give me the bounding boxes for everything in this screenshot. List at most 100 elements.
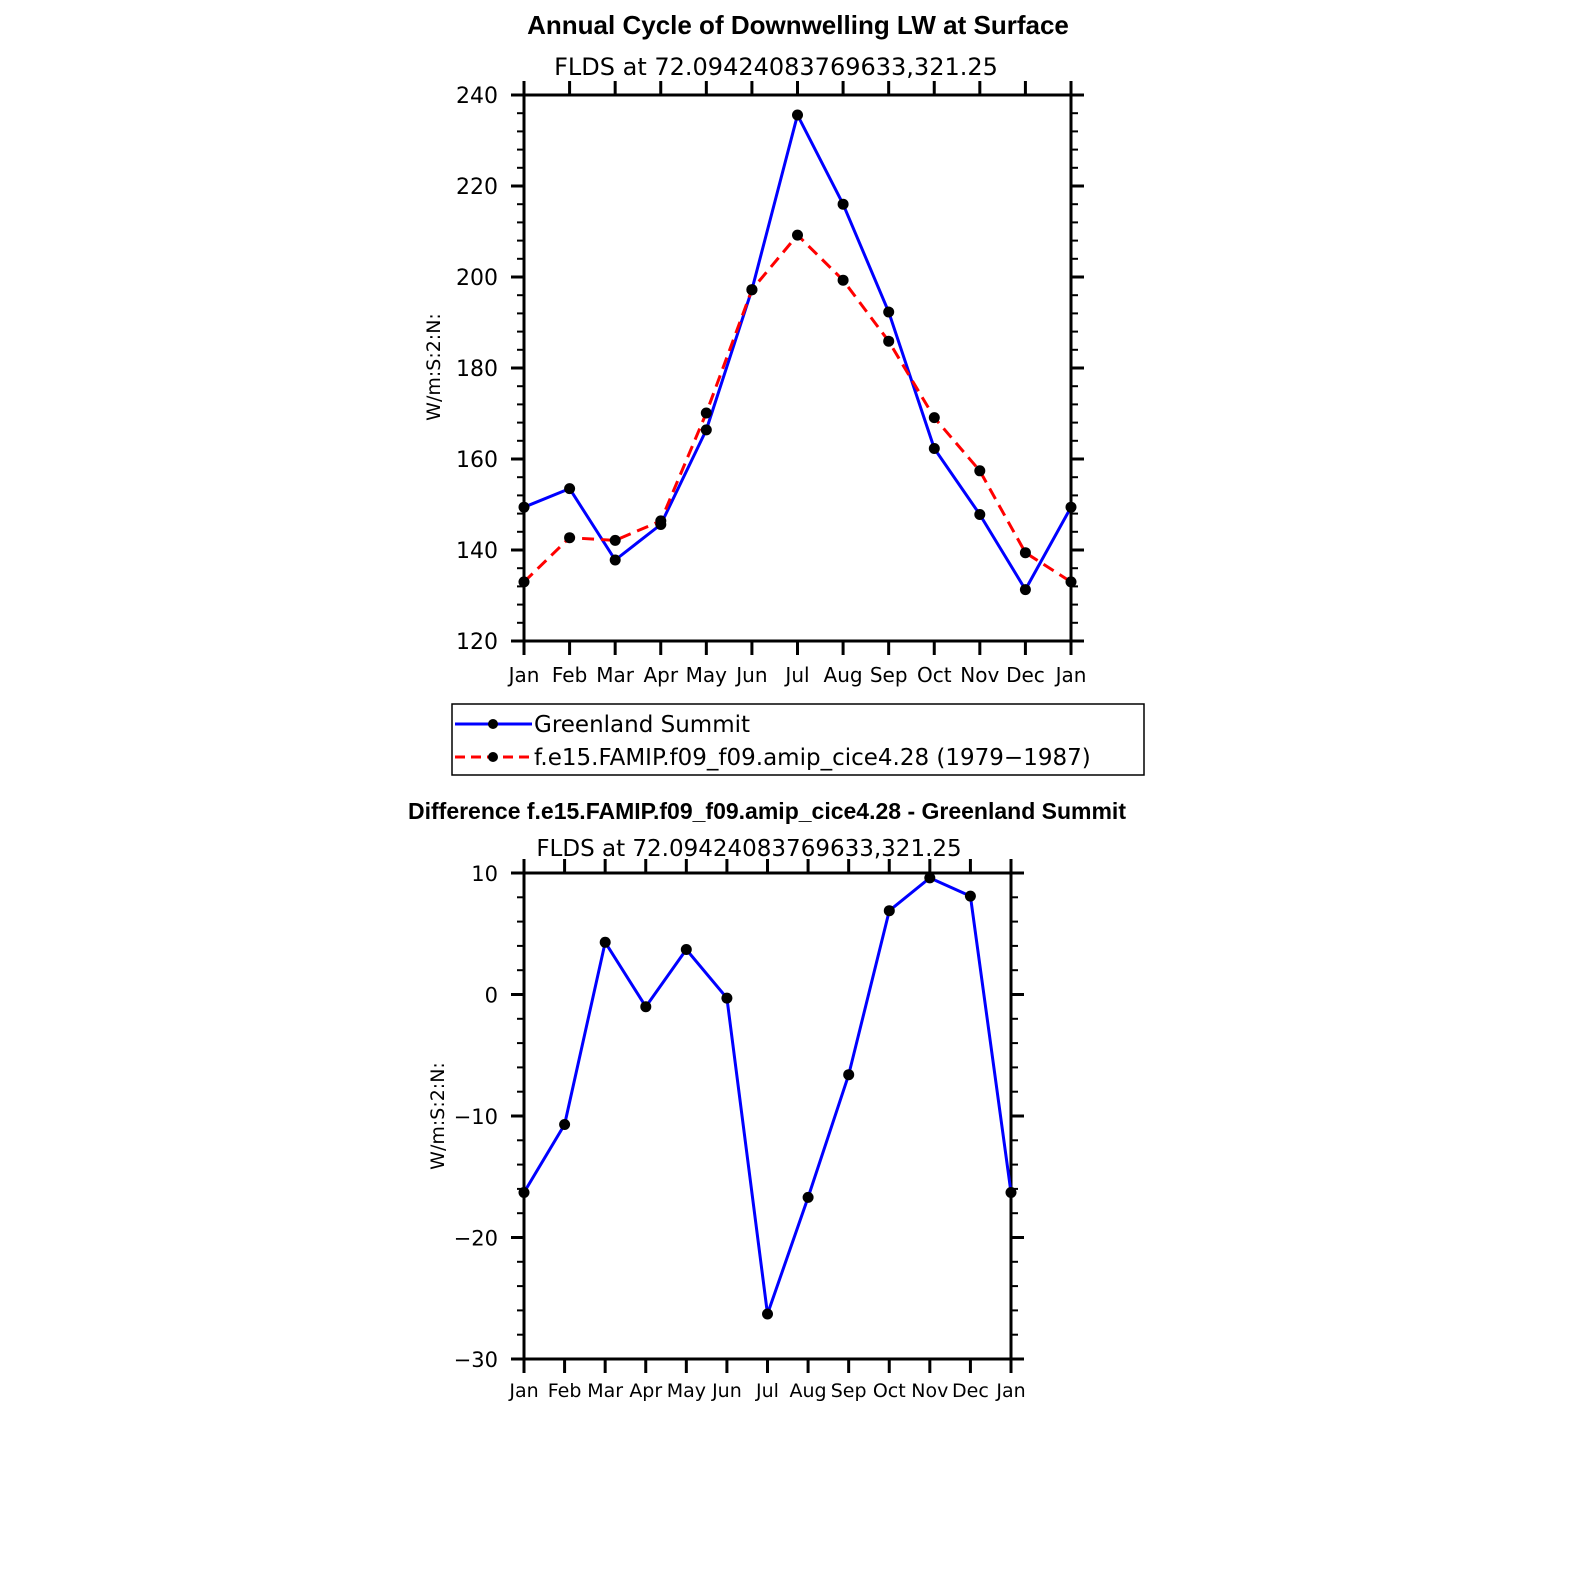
data-point: [721, 992, 733, 1004]
axis-ticks: Jan Feb Mar Apr May Jun Jul Aug Sep Oct Nov Dec Jan 1…: [456, 81, 1086, 687]
x-tick-label: Jan: [508, 1380, 538, 1402]
data-point: [883, 306, 895, 318]
data-point: [746, 284, 758, 296]
series-points: [518, 109, 1077, 596]
x-tick-label: Aug: [790, 1380, 827, 1402]
data-point: [837, 274, 849, 286]
data-point: [792, 109, 803, 121]
data-point: [837, 198, 849, 210]
data-point: [680, 944, 692, 955]
x-tick-label: Jun: [711, 1380, 742, 1402]
data-point: [559, 1119, 571, 1130]
data-point: [974, 509, 986, 520]
data-point: [762, 1308, 773, 1320]
x-tick-label: Mar: [587, 1380, 623, 1402]
legend: Greenland Summit f.e15.FAMIP.f09_f09.ami…: [451, 703, 1145, 776]
y-tick-label: 120: [456, 630, 498, 655]
data-point: [1019, 547, 1031, 559]
data-point: [924, 872, 936, 884]
data-point: [564, 483, 576, 495]
legend-marker-famip: [488, 752, 498, 762]
chart-title: Annual Cycle of Downwelling LW at Surfac…: [527, 10, 1069, 40]
x-tick-label: Oct: [917, 663, 952, 687]
data-point: [928, 412, 940, 424]
chart-difference: Difference f.e15.FAMIP.f09_f09.amip_cice…: [408, 798, 1126, 1402]
data-point: [700, 424, 712, 436]
x-tick-label: Nov: [911, 1380, 948, 1402]
x-tick-label: Feb: [548, 1380, 582, 1402]
y-tick-label: −20: [454, 1227, 498, 1251]
data-point: [655, 515, 667, 527]
data-point: [843, 1069, 855, 1081]
legend-marker-greenland: [488, 719, 498, 729]
data-point: [928, 443, 940, 454]
data-point: [1065, 576, 1077, 588]
y-tick-label: 220: [456, 175, 498, 200]
data-point: [700, 407, 712, 419]
y-axis-label: W/m:S:2:N:: [427, 1062, 449, 1170]
data-point: [883, 905, 895, 917]
x-tick-label: Jul: [755, 1380, 779, 1402]
chart-title: Difference f.e15.FAMIP.f09_f09.amip_cice…: [408, 798, 1126, 824]
x-tick-label: Dec: [952, 1380, 989, 1402]
chart-subtitle: FLDS at 72.09424083769633,321.25: [554, 53, 998, 81]
legend-box: [451, 703, 1145, 776]
series-line-0: [523, 113, 1073, 592]
data-point: [964, 890, 976, 902]
y-tick-label: 0: [485, 984, 498, 1008]
data-point: [974, 465, 986, 477]
series-lines: [522, 876, 1013, 1316]
axis-ticks: Jan Feb Mar Apr May Jun Jul Aug Sep Oct Nov Dec Jan−…: [454, 859, 1026, 1402]
data-point: [1019, 584, 1031, 596]
x-tick-label: Mar: [596, 663, 635, 687]
x-tick-label: Oct: [873, 1380, 906, 1402]
y-tick-label: −10: [454, 1105, 498, 1129]
y-tick-label: −30: [454, 1348, 498, 1372]
data-point: [518, 576, 530, 588]
y-tick-label: 10: [471, 862, 498, 886]
x-tick-label: Nov: [960, 663, 999, 687]
legend-label-famip: f.e15.FAMIP.f09_f09.amip_cice4.28 (1979−…: [534, 745, 1091, 771]
series-points: [518, 872, 1017, 1320]
x-tick-label: Apr: [629, 1380, 662, 1402]
chart-subtitle: FLDS at 72.09424083769633,321.25: [536, 836, 961, 862]
x-tick-label: Apr: [643, 663, 678, 687]
series-lines: [522, 113, 1073, 592]
x-tick-label: May: [667, 1380, 706, 1402]
data-point: [518, 501, 530, 513]
data-point: [802, 1191, 814, 1203]
data-point: [883, 335, 895, 347]
legend-label-greenland: Greenland Summit: [534, 712, 750, 738]
data-point: [564, 532, 576, 544]
data-point: [609, 534, 621, 546]
x-tick-label: Dec: [1006, 663, 1045, 687]
y-axis-label: W/m:S:2:N:: [423, 313, 445, 421]
data-point: [1065, 501, 1077, 513]
data-point: [599, 936, 611, 948]
data-point: [518, 1187, 530, 1198]
y-tick-label: 240: [456, 84, 498, 109]
y-tick-label: 200: [456, 266, 498, 291]
x-tick-label: May: [686, 663, 728, 687]
y-tick-label: 160: [456, 448, 498, 473]
x-tick-label: Aug: [824, 663, 863, 687]
y-tick-label: 140: [456, 539, 498, 564]
data-point: [792, 229, 803, 241]
x-tick-label: Sep: [870, 663, 908, 687]
x-tick-label: Sep: [831, 1380, 867, 1402]
plot-frame: [522, 93, 1073, 643]
data-point: [640, 1001, 652, 1013]
x-tick-label: Jan: [507, 663, 540, 687]
chart-annual-cycle: Annual Cycle of Downwelling LW at Surfac…: [423, 10, 1145, 776]
x-tick-label: Jan: [1054, 663, 1087, 687]
y-tick-label: 180: [456, 357, 498, 382]
x-tick-label: Jul: [783, 663, 809, 687]
x-tick-label: Jun: [734, 663, 767, 687]
data-point: [1005, 1187, 1017, 1198]
plot-frame: [522, 871, 1013, 1361]
x-tick-label: Jan: [995, 1380, 1025, 1402]
data-point: [609, 554, 621, 566]
series-line-0: [522, 876, 1013, 1316]
x-tick-label: Feb: [552, 663, 587, 687]
